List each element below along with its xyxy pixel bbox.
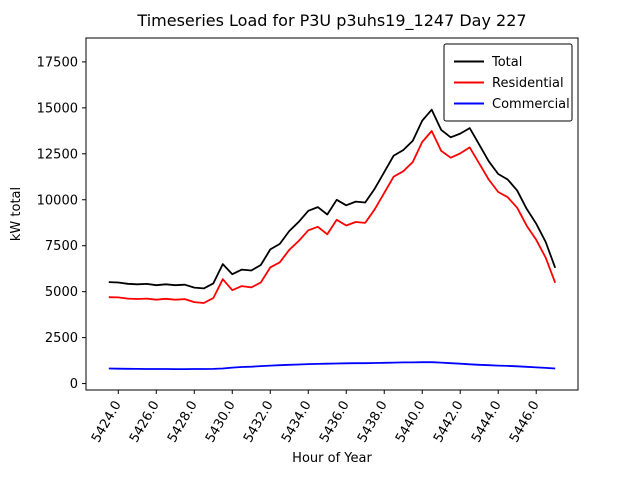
y-tick-label: 12500	[37, 147, 78, 162]
x-tick-label: 5446.0	[507, 399, 543, 446]
x-tick-label: 5440.0	[393, 399, 429, 446]
legend-label: Commercial	[492, 97, 570, 112]
y-tick-label: 7500	[45, 239, 78, 254]
x-tick-label: 5424.0	[89, 399, 125, 446]
legend-label: Residential	[492, 76, 564, 91]
legend-box	[443, 43, 573, 122]
x-tick-label: 5444.0	[469, 398, 505, 445]
y-tick-label: 0	[70, 377, 78, 392]
x-tick-label: 5430.0	[203, 399, 239, 446]
y-axis-label: kW total	[9, 187, 24, 241]
y-tick-label: 5000	[45, 285, 78, 300]
series-commercial-line	[108, 361, 556, 371]
x-tick-label: 5434.0	[279, 399, 315, 446]
y-tick-label: 15000	[37, 101, 78, 116]
x-tick-label: 5442.0	[431, 399, 467, 446]
y-tick-label: 17500	[37, 55, 78, 70]
y-tick-label: 2500	[45, 331, 78, 346]
legend-label: Total	[491, 55, 522, 70]
x-tick-label: 5432.0	[241, 399, 277, 446]
y-tick-label: 10000	[37, 193, 78, 208]
x-tick-label: 5436.0	[317, 399, 353, 446]
x-axis-label: Hour of Year	[292, 451, 372, 466]
x-tick-label: 5426.0	[127, 399, 163, 446]
x-tick-label: 5428.0	[165, 399, 201, 446]
legend: Total Residential Commercial	[443, 43, 573, 122]
series-residential-line	[108, 130, 557, 304]
x-tick-label: 5438.0	[355, 399, 391, 446]
chart-title: Timeseries Load for P3U p3uhs19_1247 Day…	[136, 11, 526, 31]
series-total-line	[108, 108, 557, 290]
